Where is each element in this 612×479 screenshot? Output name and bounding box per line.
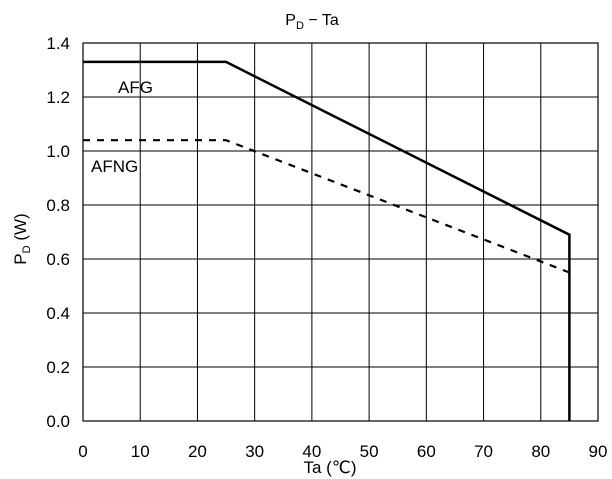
x-tick-label: 30 — [245, 442, 264, 461]
x-tick-label: 10 — [131, 442, 150, 461]
chart-title: PD − Ta — [285, 12, 339, 32]
x-tick-label: 70 — [474, 442, 493, 461]
chart-title-main: P — [285, 12, 296, 29]
x-tick-label: 80 — [531, 442, 550, 461]
series-layer — [83, 60, 571, 421]
chart-title-rest: − Ta — [304, 12, 339, 29]
legend-afng: AFNG — [91, 157, 138, 176]
y-axis-label: PD (W) — [11, 213, 33, 264]
x-tick-label: 20 — [188, 442, 207, 461]
x-tick-label: 50 — [360, 442, 379, 461]
y-axis-label-sub: D — [21, 245, 33, 253]
series-line-afg — [83, 60, 571, 421]
x-tick-label: 0 — [78, 442, 87, 461]
x-tick-label: 40 — [302, 442, 321, 461]
x-tick-label: 60 — [417, 442, 436, 461]
y-tick-label: 0.6 — [46, 250, 70, 269]
y-tick-label: 1.2 — [46, 88, 70, 107]
y-tick-labels: 0.0 0.2 0.4 0.6 0.8 1.0 1.2 1.4 — [46, 34, 70, 431]
series-line-afng — [83, 139, 570, 274]
y-tick-label: 0.4 — [46, 304, 70, 323]
x-axis-label: Ta (℃) — [303, 458, 356, 477]
y-axis-label-main: P — [11, 253, 30, 264]
plot-frame — [82, 42, 599, 422]
chart-title-sub: D — [296, 20, 304, 32]
y-tick-label: 1.4 — [46, 34, 70, 53]
y-axis-label-rest: (W) — [11, 213, 30, 245]
y-tick-label: 1.0 — [46, 142, 70, 161]
x-tick-labels: 0 10 20 30 40 50 60 70 80 90 — [78, 442, 607, 461]
x-tick-label: 90 — [589, 442, 608, 461]
grid — [82, 42, 599, 422]
y-tick-label: 0.2 — [46, 358, 70, 377]
y-tick-label: 0.8 — [46, 196, 70, 215]
y-tick-label: 0.0 — [46, 412, 70, 431]
legend-afg: AFG — [118, 78, 153, 97]
